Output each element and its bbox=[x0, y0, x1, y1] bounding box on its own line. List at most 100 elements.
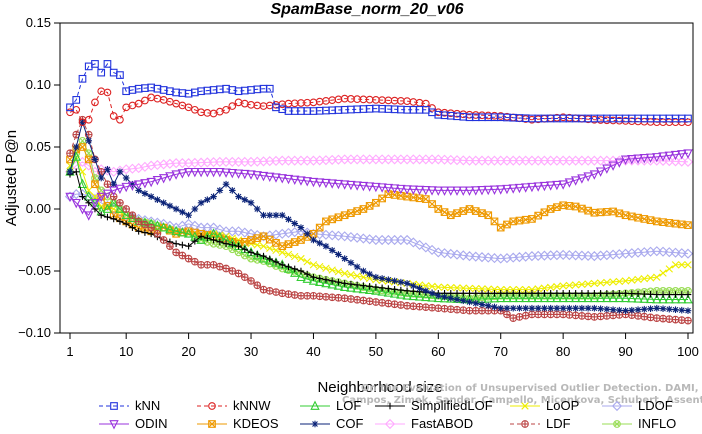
data-point bbox=[121, 209, 131, 220]
data-point bbox=[465, 284, 474, 293]
legend-item-fastabod: FastABOD bbox=[375, 416, 473, 431]
legend-item-simplifiedlof: SimplifiedLOF bbox=[375, 398, 493, 413]
data-point bbox=[672, 306, 679, 313]
data-point bbox=[384, 299, 393, 308]
data-point bbox=[258, 171, 269, 182]
data-point bbox=[559, 310, 568, 319]
data-point bbox=[278, 211, 286, 219]
data-point bbox=[308, 177, 319, 188]
data-point bbox=[403, 280, 411, 287]
data-point bbox=[177, 169, 188, 179]
data-point bbox=[285, 216, 292, 223]
data-point bbox=[322, 292, 330, 301]
data-point bbox=[347, 295, 355, 303]
data-point bbox=[334, 213, 343, 222]
data-point bbox=[683, 149, 693, 159]
watermark-top: On the Evaluation of Unsupervised Outlie… bbox=[361, 383, 702, 394]
data-point bbox=[641, 305, 648, 313]
data-point bbox=[678, 291, 686, 298]
data-point bbox=[508, 292, 518, 303]
data-point bbox=[659, 269, 667, 277]
data-point bbox=[97, 174, 105, 182]
data-point bbox=[497, 304, 505, 312]
series-cof bbox=[66, 118, 692, 314]
x-tick-label: 70 bbox=[493, 344, 507, 359]
data-point bbox=[278, 261, 286, 269]
data-point bbox=[540, 208, 549, 217]
data-point bbox=[546, 205, 555, 213]
data-point bbox=[453, 305, 461, 314]
y-tick-label: 0.00 bbox=[26, 201, 51, 216]
data-point bbox=[590, 279, 599, 288]
data-point bbox=[141, 229, 149, 236]
data-point bbox=[466, 290, 473, 297]
data-point bbox=[416, 285, 423, 292]
data-point bbox=[372, 198, 380, 207]
data-point bbox=[316, 239, 323, 247]
data-point bbox=[247, 199, 255, 207]
data-point bbox=[333, 179, 344, 190]
data-point bbox=[496, 223, 505, 232]
data-point bbox=[445, 248, 456, 259]
data-point bbox=[478, 285, 486, 293]
data-point bbox=[540, 284, 549, 292]
data-point bbox=[66, 168, 74, 176]
data-point bbox=[116, 168, 124, 176]
data-point bbox=[334, 293, 343, 302]
data-point bbox=[397, 278, 405, 286]
data-point bbox=[389, 184, 400, 194]
data-point bbox=[572, 304, 579, 312]
data-point bbox=[159, 236, 168, 244]
data-point bbox=[397, 286, 405, 294]
data-point bbox=[272, 211, 280, 219]
data-point bbox=[634, 290, 642, 298]
data-point bbox=[327, 230, 338, 241]
series-kdeos bbox=[66, 143, 692, 251]
data-point bbox=[566, 304, 573, 312]
data-point bbox=[303, 258, 311, 266]
data-point bbox=[284, 290, 293, 298]
data-point bbox=[371, 182, 381, 193]
data-point bbox=[260, 211, 267, 219]
data-point bbox=[608, 292, 618, 303]
data-point bbox=[353, 207, 362, 215]
data-point bbox=[677, 150, 687, 160]
data-point bbox=[358, 181, 369, 192]
data-point bbox=[72, 96, 81, 104]
data-point bbox=[640, 312, 649, 321]
data-point bbox=[678, 306, 686, 314]
data-point bbox=[134, 217, 143, 226]
data-point bbox=[558, 180, 568, 190]
data-point bbox=[377, 183, 387, 193]
data-point bbox=[458, 186, 468, 196]
data-point bbox=[647, 305, 654, 312]
data-point bbox=[553, 304, 561, 312]
y-tick-label: 0.05 bbox=[26, 139, 51, 154]
data-point bbox=[602, 312, 611, 320]
data-point bbox=[459, 297, 467, 305]
data-point bbox=[659, 305, 667, 312]
data-point bbox=[360, 267, 367, 275]
data-point bbox=[682, 156, 694, 167]
data-point bbox=[190, 257, 199, 266]
data-point bbox=[515, 313, 524, 321]
data-point bbox=[115, 203, 125, 213]
data-point bbox=[478, 306, 486, 315]
data-point bbox=[566, 290, 573, 297]
data-point bbox=[339, 231, 350, 242]
data-point bbox=[91, 60, 99, 68]
data-point bbox=[684, 286, 692, 295]
data-point bbox=[408, 237, 419, 248]
data-point bbox=[152, 220, 163, 230]
data-point bbox=[677, 316, 686, 324]
data-point bbox=[364, 284, 375, 294]
data-point bbox=[671, 261, 680, 269]
data-point bbox=[615, 277, 624, 286]
data-point bbox=[489, 253, 500, 264]
data-point bbox=[615, 209, 624, 218]
data-point bbox=[553, 282, 561, 291]
data-point bbox=[372, 298, 380, 306]
data-point bbox=[185, 242, 192, 250]
data-point bbox=[603, 290, 611, 297]
data-point bbox=[378, 298, 386, 307]
